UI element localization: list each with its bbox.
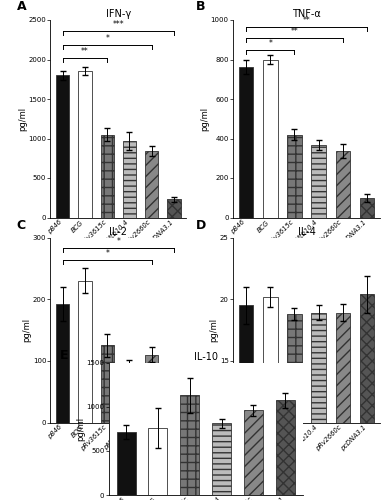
Text: C: C [17, 219, 26, 232]
Bar [167, 200, 181, 218]
Title: IFN-γ: IFN-γ [106, 9, 131, 19]
Text: A: A [17, 0, 26, 13]
Bar [263, 60, 277, 218]
Text: ***: *** [113, 20, 124, 29]
Bar [360, 294, 374, 500]
Bar [56, 304, 69, 422]
Bar [145, 354, 158, 422]
Title: IL-2: IL-2 [109, 226, 127, 236]
Text: *: * [116, 237, 120, 246]
Text: D: D [196, 219, 206, 232]
Text: *: * [105, 250, 109, 258]
Y-axis label: pg/ml: pg/ml [209, 318, 218, 342]
Bar [212, 424, 231, 495]
Bar [360, 198, 374, 218]
Y-axis label: pg/ml: pg/ml [76, 416, 85, 441]
Y-axis label: pg/ml: pg/ml [23, 318, 31, 342]
Bar [100, 134, 114, 218]
Bar [263, 296, 277, 500]
Bar [239, 68, 253, 218]
Bar [116, 432, 136, 495]
Text: E: E [60, 349, 69, 362]
Bar [56, 76, 69, 218]
Bar [287, 314, 302, 500]
Text: **: ** [303, 16, 310, 25]
Title: IL-4: IL-4 [298, 226, 315, 236]
Bar [78, 70, 92, 218]
Bar [78, 280, 92, 422]
Text: *: * [268, 38, 272, 48]
Bar [336, 152, 350, 218]
Bar [275, 400, 295, 495]
Bar [148, 428, 168, 495]
Bar [123, 141, 136, 218]
Bar [311, 312, 326, 500]
Bar [239, 306, 253, 500]
Bar [145, 151, 158, 218]
Bar [167, 382, 181, 422]
Y-axis label: pg/ml: pg/ml [200, 106, 209, 131]
Text: **: ** [81, 47, 89, 56]
Bar [180, 395, 199, 495]
Bar [100, 346, 114, 422]
Title: IL-10: IL-10 [194, 352, 218, 362]
Bar [287, 134, 302, 218]
Title: TNF-α: TNF-α [292, 9, 321, 19]
Bar [336, 312, 350, 500]
Bar [123, 366, 136, 422]
Bar [244, 410, 263, 495]
Text: **: ** [291, 27, 298, 36]
Text: B: B [196, 0, 205, 13]
Bar [311, 146, 326, 218]
Y-axis label: pg/ml: pg/ml [18, 106, 27, 131]
Text: *: * [105, 34, 109, 43]
